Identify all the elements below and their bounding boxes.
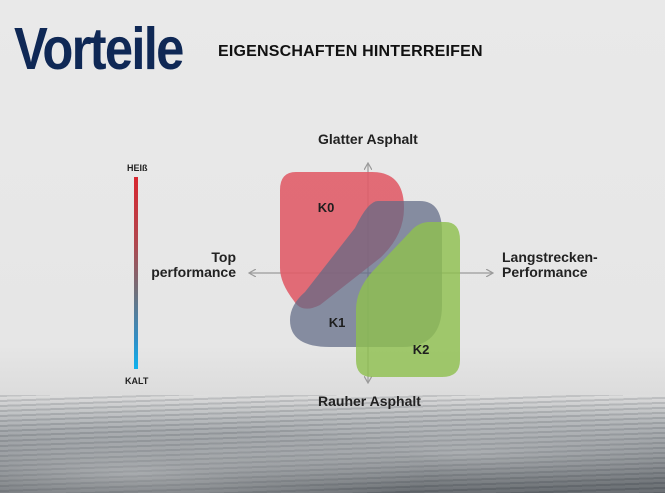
- axis-label-right-line2: Performance: [502, 264, 588, 280]
- page-subtitle: EIGENSCHAFTEN HINTERREIFEN: [218, 43, 483, 60]
- temperature-gradient-bar: [134, 177, 138, 369]
- page-title: Vorteile: [14, 16, 184, 82]
- axis-label-bottom: Rauher Asphalt: [318, 393, 421, 409]
- compound-k1-label: K1: [329, 315, 346, 330]
- axis-label-right-line1: Langstrecken-: [502, 249, 598, 265]
- axis-label-left-line2: performance: [151, 264, 236, 280]
- compound-k2-shape: [356, 222, 460, 377]
- wet-asphalt-background: [0, 395, 665, 493]
- temp-hot-label: HEIß: [127, 163, 148, 173]
- axis-label-left: Top performance: [150, 250, 236, 280]
- compound-k2-label: K2: [413, 342, 430, 357]
- axis-label-left-line1: Top: [211, 249, 236, 265]
- temp-cold-label: KALT: [125, 376, 149, 386]
- axis-label-right: Langstrecken- Performance: [502, 250, 598, 280]
- compound-k0-label: K0: [318, 200, 335, 215]
- axis-label-top: Glatter Asphalt: [318, 131, 418, 147]
